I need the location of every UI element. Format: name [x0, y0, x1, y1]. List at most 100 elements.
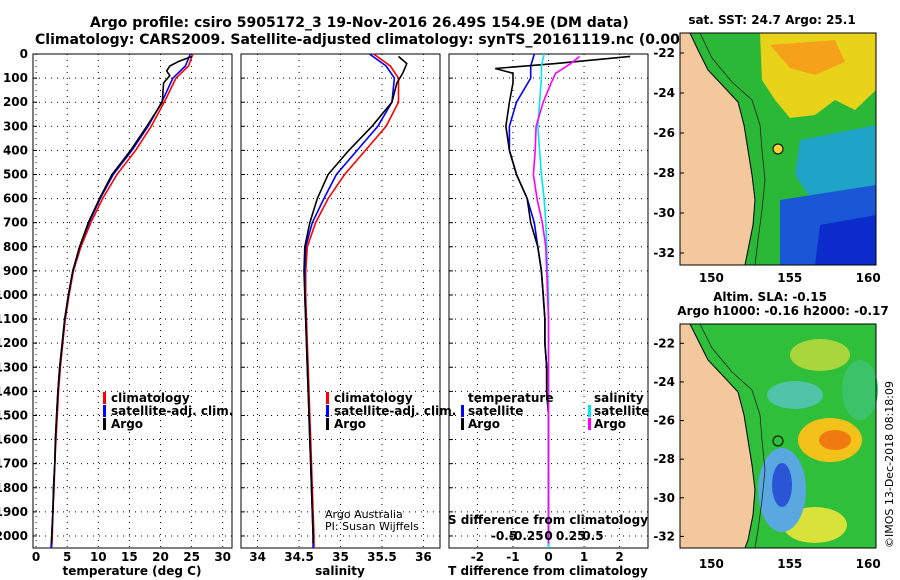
- depth-tick-label: 1900: [0, 505, 28, 519]
- sla-isobath: [699, 323, 766, 549]
- x-tick-label: 20: [152, 550, 169, 564]
- depth-tick-label: 400: [3, 143, 28, 157]
- map-lat-tick-label: -24: [653, 86, 675, 100]
- legend-s-argo-label: Argo: [594, 417, 626, 431]
- depth-tick-label: 1300: [0, 360, 28, 374]
- legend-satellite-swatch: [326, 405, 329, 417]
- sla-low-core: [772, 463, 792, 507]
- map-lat-tick-label: -30: [653, 491, 675, 505]
- grid-layer: [33, 53, 648, 548]
- x-tick-label: -2: [471, 550, 484, 564]
- map-lon-tick-label: 160: [856, 557, 881, 571]
- legend-t-satellite-label: satellite: [468, 404, 523, 418]
- depth-tick-label: 1200: [0, 336, 28, 350]
- depth-tick-label: 800: [3, 240, 28, 254]
- s-tick-label: -0.5: [491, 529, 517, 543]
- x-tick-label: 5: [63, 550, 71, 564]
- ticks-layer: 0100200300400500600700800900100011001200…: [0, 47, 624, 564]
- sla-low-anomaly-1: [767, 381, 823, 409]
- x-tick-label: -1: [506, 550, 519, 564]
- series-line-satellite-adj-clim-: [303, 53, 396, 548]
- legend-s-satellite-swatch: [588, 405, 591, 417]
- depth-tick-label: 500: [3, 167, 28, 181]
- sla-neutral-region: [842, 360, 878, 420]
- s-tick-label: 0.5: [582, 529, 603, 543]
- legend-t-satellite-swatch: [461, 405, 464, 417]
- legend-satellite-label: satellite-adj. clim.: [111, 404, 233, 418]
- depth-tick-label: 200: [3, 95, 28, 109]
- map1-title: sat. SST: 24.7 Argo: 25.1: [688, 13, 855, 27]
- salinity-legend: climatology satellite-adj. clim. Argo Ar…: [325, 391, 456, 533]
- legend-climatology-label: climatology: [111, 391, 190, 405]
- map-lat-tick-label: -32: [653, 246, 675, 260]
- legend-climatology-swatch: [326, 392, 329, 404]
- series-line-temperature-argo: [494, 55, 631, 544]
- map2-title-line1: Altim. SLA: -0.15: [713, 290, 827, 304]
- depth-tick-label: 1000: [0, 288, 28, 302]
- depth-tick-label: 1100: [0, 312, 28, 326]
- map-lon-tick-label: 150: [699, 271, 724, 285]
- difference-xlabel: T difference from climatology: [448, 564, 648, 578]
- series-line-argo: [50, 55, 193, 544]
- sst-hot-region: [770, 40, 845, 75]
- salinity-xlabel: salinity: [315, 564, 365, 578]
- map-lon-tick-label: 150: [699, 557, 724, 571]
- temperature-panel-frame: [32, 53, 233, 549]
- legend-argo-label: Argo: [334, 417, 366, 431]
- sst-coldest-region: [815, 215, 876, 265]
- x-tick-label: 0: [544, 550, 552, 564]
- sla-high-anomaly-1: [790, 339, 850, 371]
- depth-tick-label: 100: [3, 71, 28, 85]
- series-line-salinity-argo: [532, 55, 581, 544]
- sst-map-frame: [679, 32, 877, 266]
- map-lon-tick-label: 155: [777, 557, 802, 571]
- credit-line2: PI: Susan Wijffels: [325, 520, 419, 533]
- temperature-legend: climatology satellite-adj. clim. Argo: [103, 391, 233, 431]
- depth-tick-label: 1500: [0, 408, 28, 422]
- imos-stamp: ©IMOS 13-Dec-2018 08:18:09: [883, 381, 896, 548]
- x-tick-label: 2: [615, 550, 623, 564]
- x-tick-label: 25: [183, 550, 200, 564]
- map-lat-tick-label: -30: [653, 206, 675, 220]
- sla-map: [679, 323, 878, 549]
- sla-map-frame: [679, 323, 877, 549]
- series-line-climatology: [304, 53, 400, 548]
- header-line2: Climatology: CARS2009. Satellite-adjuste…: [35, 32, 772, 48]
- legend-t-argo-label: Argo: [468, 417, 500, 431]
- x-tick-label: 1: [580, 550, 588, 564]
- s-tick-label: 0: [544, 529, 552, 543]
- x-tick-label: 34: [249, 550, 266, 564]
- depth-tick-label: 1700: [0, 457, 28, 471]
- depth-tick-label: 300: [3, 119, 28, 133]
- depth-tick-label: 1800: [0, 481, 28, 495]
- map-lat-tick-label: -28: [653, 166, 675, 180]
- legend-argo-swatch: [326, 418, 329, 430]
- map-lon-tick-label: 155: [777, 271, 802, 285]
- sst-land-australia: [679, 32, 756, 266]
- legend-s-argo-swatch: [588, 418, 591, 430]
- sla-high-core: [819, 430, 851, 450]
- depth-tick-label: 600: [3, 192, 28, 206]
- depth-tick-label: 700: [3, 216, 28, 230]
- sst-map: [679, 32, 877, 266]
- x-tick-label: 35.5: [367, 550, 397, 564]
- map-lat-tick-label: -28: [653, 452, 675, 466]
- s-difference-title: S difference from climatology: [448, 513, 648, 527]
- map-lat-tick-label: -26: [653, 414, 675, 428]
- header-line1: Argo profile: csiro 5905172_3 19-Nov-201…: [90, 15, 629, 31]
- series-line-argo: [303, 55, 408, 544]
- x-tick-label: 0: [32, 550, 40, 564]
- legend-satellite-label: satellite-adj. clim.: [334, 404, 456, 418]
- map-lat-tick-label: -22: [653, 336, 675, 350]
- legend-argo-label: Argo: [111, 417, 143, 431]
- depth-tick-label: 900: [3, 264, 28, 278]
- x-tick-label: 30: [214, 550, 231, 564]
- legend-climatology-label: climatology: [334, 391, 413, 405]
- x-tick-label: 10: [90, 550, 107, 564]
- map-lat-tick-label: -24: [653, 375, 675, 389]
- series-line-temperature-satellite: [508, 53, 550, 548]
- x-tick-label: 15: [121, 550, 138, 564]
- map2-title-line2: Argo h1000: -0.16 h2000: -0.17: [677, 304, 888, 318]
- sla-float-marker: [772, 435, 784, 447]
